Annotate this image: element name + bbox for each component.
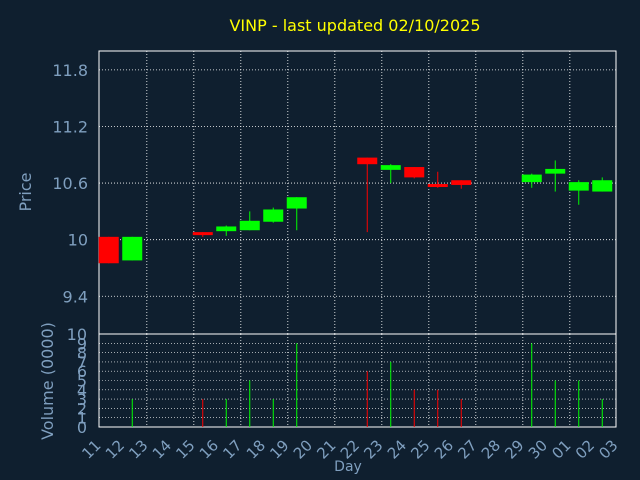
x-tick-label: 28 xyxy=(478,436,504,462)
candle xyxy=(521,173,542,188)
volume-y-tick-label: 8 xyxy=(77,344,87,363)
x-tick-label: 17 xyxy=(219,436,245,462)
x-tick-label: 24 xyxy=(384,436,410,462)
x-tick-label: 27 xyxy=(454,436,480,462)
candle-body xyxy=(98,236,119,264)
candle xyxy=(263,207,284,223)
candle xyxy=(286,197,307,231)
volume-y-tick-label: 2 xyxy=(77,399,87,418)
price-gridlines xyxy=(99,51,616,334)
candle-body xyxy=(451,180,472,185)
volume-gridlines xyxy=(99,334,616,427)
volume-y-tick-label: 6 xyxy=(77,362,87,381)
x-tick-label: 18 xyxy=(243,436,269,462)
x-tick-label: 16 xyxy=(196,436,222,462)
candle-body xyxy=(592,180,613,192)
candle xyxy=(592,177,613,192)
x-tick-label: 13 xyxy=(125,436,151,462)
volume-y-tick-label: 7 xyxy=(77,353,87,372)
candle-body xyxy=(545,168,566,174)
candle-body xyxy=(216,226,237,232)
price-y-tick-labels: 9.4 10 10.6 11.2 11.8 xyxy=(52,61,88,306)
candle-body xyxy=(286,197,307,209)
volume-y-tick-label: 3 xyxy=(77,390,87,409)
candle-body xyxy=(404,167,425,178)
price-y-tick-label: 10 xyxy=(68,231,88,250)
candle-body xyxy=(521,174,542,183)
candle-body xyxy=(427,184,448,188)
x-tick-label: 15 xyxy=(172,436,198,462)
x-tick-label: 19 xyxy=(266,436,292,462)
x-tick-label: 02 xyxy=(572,436,598,462)
candle xyxy=(451,180,472,189)
x-tick-label: 20 xyxy=(290,436,316,462)
chart-title: VINP - last updated 02/10/2025 xyxy=(229,16,480,35)
candle-body xyxy=(357,157,378,165)
volume-y-tick-label: 1 xyxy=(77,409,87,428)
volume-y-tick-label: 10 xyxy=(67,325,87,344)
price-y-tick-label: 11.2 xyxy=(52,117,88,136)
candle xyxy=(239,211,260,231)
x-tick-label: 12 xyxy=(102,436,128,462)
candle-body xyxy=(380,165,401,170)
x-axis-label: Day xyxy=(334,459,362,475)
price-y-tick-label: 9.4 xyxy=(63,287,88,306)
candle xyxy=(98,236,119,264)
volume-y-tick-label: 5 xyxy=(77,372,87,391)
candle-body xyxy=(568,182,589,191)
x-tick-label: 01 xyxy=(548,436,574,462)
volume-y-tick-label: 9 xyxy=(77,334,87,353)
volume-axis-label: Volume (0000) xyxy=(38,322,57,440)
candle xyxy=(192,232,213,237)
x-tick-label: 30 xyxy=(525,436,551,462)
x-tick-label: 14 xyxy=(149,436,175,462)
x-tick-label: 11 xyxy=(78,436,104,462)
price-panel: 9.4 10 10.6 11.2 11.8 Price xyxy=(16,50,617,335)
candle xyxy=(545,160,566,192)
x-tick-label: 23 xyxy=(360,436,386,462)
price-panel-frame xyxy=(98,50,617,335)
x-tick-label: 29 xyxy=(501,436,527,462)
x-tick-label: 03 xyxy=(595,436,621,462)
candle xyxy=(427,171,448,188)
price-y-tick-label: 10.6 xyxy=(52,174,88,193)
x-tick-label: 25 xyxy=(407,436,433,462)
candle xyxy=(357,157,378,233)
price-y-tick-label: 11.8 xyxy=(52,61,88,80)
candle xyxy=(380,164,401,184)
price-axis-label: Price xyxy=(16,172,35,211)
candle xyxy=(122,236,143,261)
candle xyxy=(216,225,237,236)
candle-body xyxy=(192,232,213,236)
candle-body xyxy=(239,220,260,231)
candle xyxy=(404,167,425,179)
candle-body xyxy=(263,209,284,222)
candles xyxy=(98,157,613,264)
candle-body xyxy=(122,236,143,261)
volume-y-tick-label: 0 xyxy=(77,418,87,437)
x-tick-label: 26 xyxy=(431,436,457,462)
candle xyxy=(568,180,589,205)
volume-y-tick-label: 4 xyxy=(77,381,87,400)
volume-bars xyxy=(131,343,603,427)
